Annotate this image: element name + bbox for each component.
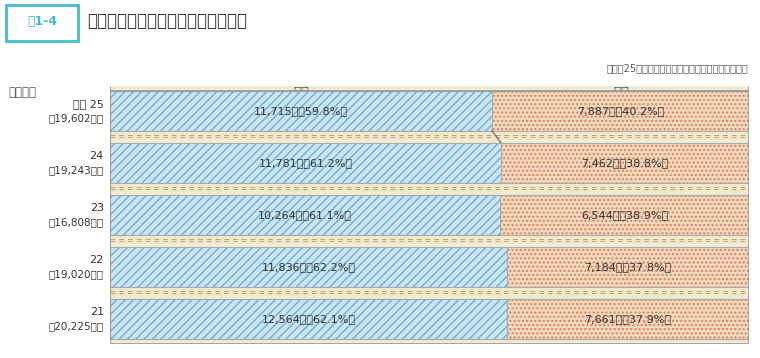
Bar bbox=[110, 195, 749, 235]
Bar bbox=[110, 247, 507, 287]
Text: （16,808人）: （16,808人） bbox=[49, 217, 104, 227]
Bar bbox=[110, 143, 501, 183]
Text: 11,715人（59.8%）: 11,715人（59.8%） bbox=[254, 106, 348, 116]
Bar bbox=[110, 91, 492, 131]
Bar bbox=[501, 143, 749, 183]
Bar bbox=[501, 143, 749, 183]
Bar bbox=[110, 195, 500, 235]
Text: 最近５年間の採用者の男女別構成比: 最近５年間の採用者の男女別構成比 bbox=[87, 13, 248, 30]
FancyBboxPatch shape bbox=[6, 5, 78, 41]
Text: 11,781人（61.2%）: 11,781人（61.2%） bbox=[258, 158, 353, 168]
Text: 12,564人（62.1%）: 12,564人（62.1%） bbox=[261, 314, 356, 324]
Bar bbox=[507, 299, 749, 339]
Bar bbox=[110, 91, 749, 131]
Bar bbox=[110, 86, 749, 91]
Bar bbox=[110, 299, 507, 339]
Text: 7,661人（37.9%）: 7,661人（37.9%） bbox=[584, 314, 671, 324]
Bar bbox=[110, 247, 749, 287]
Text: 6,544人（38.9%）: 6,544人（38.9%） bbox=[581, 210, 668, 220]
Bar bbox=[110, 183, 749, 195]
Bar bbox=[110, 235, 749, 247]
Bar bbox=[492, 91, 749, 131]
Text: 10,264人（61.1%）: 10,264人（61.1%） bbox=[258, 210, 352, 220]
Text: 21: 21 bbox=[90, 307, 104, 317]
Text: 24: 24 bbox=[90, 151, 104, 161]
Text: 平成 25: 平成 25 bbox=[73, 98, 104, 108]
Bar bbox=[507, 247, 749, 287]
Bar bbox=[110, 299, 749, 339]
Text: 男性: 男性 bbox=[293, 86, 310, 99]
Bar bbox=[500, 195, 749, 235]
Text: 7,462人（38.8%）: 7,462人（38.8%） bbox=[581, 158, 668, 168]
Bar bbox=[110, 287, 749, 299]
Text: （19,020人）: （19,020人） bbox=[49, 269, 104, 279]
Text: 7,184人（37.8%）: 7,184人（37.8%） bbox=[584, 262, 672, 272]
Bar bbox=[110, 91, 492, 131]
Bar bbox=[110, 195, 500, 235]
Text: 女性: 女性 bbox=[613, 86, 629, 99]
Text: 11,836人（62.2%）: 11,836人（62.2%） bbox=[261, 262, 356, 272]
Text: （19,243人）: （19,243人） bbox=[49, 165, 104, 175]
Bar bbox=[507, 247, 749, 287]
Text: 7,887人（40.2%）: 7,887人（40.2%） bbox=[577, 106, 664, 116]
Text: （19,602人）: （19,602人） bbox=[49, 113, 104, 123]
Bar bbox=[110, 131, 749, 143]
Bar bbox=[507, 299, 749, 339]
Bar bbox=[110, 143, 749, 183]
Text: （年度）: （年度） bbox=[8, 86, 36, 99]
Bar bbox=[500, 195, 749, 235]
Text: 22: 22 bbox=[90, 255, 104, 265]
Bar bbox=[110, 143, 501, 183]
Text: （平成25年度一般職の国家公務員の任用状況調査）: （平成25年度一般職の国家公務員の任用状況調査） bbox=[606, 63, 749, 73]
Text: 図1-4: 図1-4 bbox=[27, 15, 58, 28]
Bar bbox=[110, 299, 507, 339]
Text: （20,225人）: （20,225人） bbox=[49, 321, 104, 331]
Bar bbox=[492, 91, 749, 131]
Bar bbox=[110, 339, 749, 344]
Bar bbox=[110, 247, 507, 287]
Text: 23: 23 bbox=[90, 203, 104, 213]
